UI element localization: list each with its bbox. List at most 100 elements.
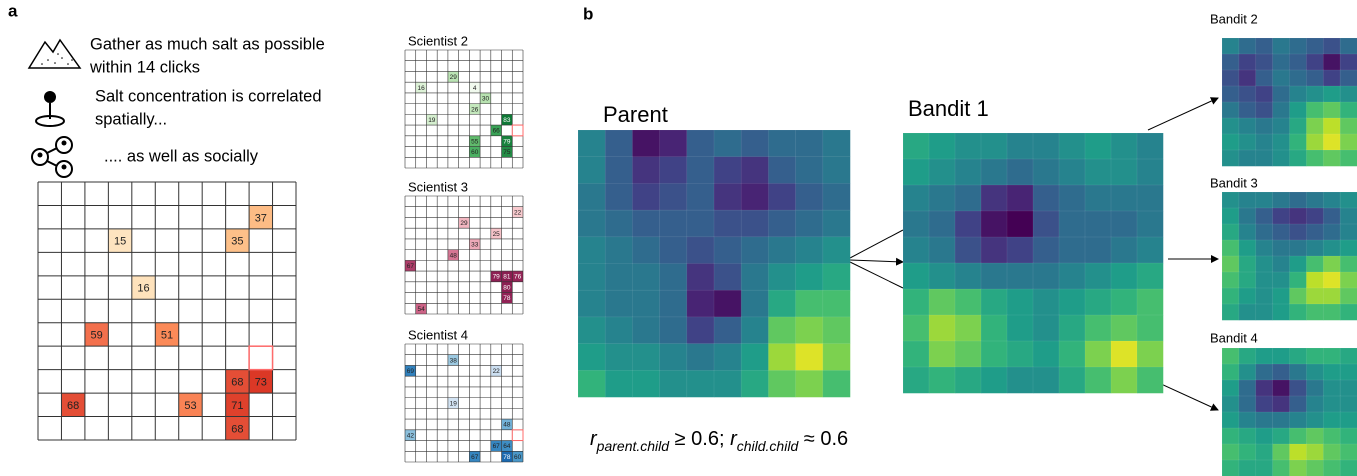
heatmap-cell bbox=[768, 183, 797, 211]
heatmap-cell bbox=[1322, 379, 1341, 397]
cell-value: 48 bbox=[503, 422, 511, 429]
heatmap-cell bbox=[1084, 158, 1112, 186]
social-icon bbox=[31, 136, 73, 178]
heatmap-cell bbox=[1032, 184, 1060, 212]
heatmap-cell bbox=[713, 316, 742, 345]
heatmap-cell bbox=[686, 156, 715, 184]
heatmap-cell bbox=[902, 314, 930, 342]
instruction-text: within 14 clicks bbox=[89, 58, 200, 76]
heatmap-cell bbox=[1006, 314, 1034, 342]
heatmap-cell bbox=[604, 289, 634, 318]
cell bbox=[501, 135, 513, 147]
heatmap-cell bbox=[902, 158, 930, 186]
cell-value: 80 bbox=[503, 284, 511, 291]
heatmap-cell bbox=[1272, 411, 1291, 429]
heatmap-cell bbox=[1110, 236, 1138, 264]
heatmap-cell bbox=[1238, 101, 1257, 119]
cell-value: 55 bbox=[471, 138, 479, 145]
heatmap-cell bbox=[1339, 347, 1357, 365]
heatmap-cell bbox=[980, 314, 1008, 342]
scientist-title: Scientist 4 bbox=[408, 327, 468, 342]
heatmap-cell bbox=[928, 340, 956, 368]
heatmap bbox=[1221, 347, 1357, 476]
heatmap-cell bbox=[1136, 184, 1164, 212]
cell bbox=[447, 397, 459, 409]
heatmap-cell bbox=[1289, 207, 1307, 225]
heatmap-cell bbox=[713, 183, 742, 211]
heatmap-cell bbox=[1322, 133, 1341, 151]
heatmap-cell bbox=[1136, 210, 1164, 238]
heatmap-cell bbox=[822, 263, 851, 291]
heatmap-cell bbox=[1110, 340, 1138, 368]
heatmap-cell bbox=[659, 156, 688, 184]
cell bbox=[501, 146, 513, 158]
formula-part: ≥ 0.6; bbox=[669, 428, 730, 450]
heatmap-cell bbox=[1306, 271, 1324, 289]
heatmap-cell bbox=[1306, 395, 1324, 413]
heatmap-cell bbox=[1058, 184, 1086, 212]
heatmap-cell bbox=[768, 289, 797, 318]
heatmap-cell bbox=[1084, 132, 1112, 160]
cell-value: 59 bbox=[91, 330, 103, 342]
heatmap-cell bbox=[1238, 85, 1257, 103]
heatmap-title: Bandit 3 bbox=[1210, 175, 1258, 190]
heatmap-cell bbox=[980, 184, 1008, 212]
heatmap-cell bbox=[1322, 347, 1341, 365]
cell-value: 78 bbox=[503, 295, 511, 302]
cell bbox=[501, 281, 513, 293]
heatmap-cell bbox=[795, 343, 824, 371]
heatmap-cell bbox=[980, 210, 1008, 238]
heatmap-cell bbox=[1289, 303, 1307, 321]
heatmap-cell bbox=[768, 369, 797, 398]
heatmap-cell bbox=[1272, 239, 1291, 257]
heatmap-cell bbox=[1238, 347, 1257, 365]
cell-value: 37 bbox=[255, 212, 267, 224]
cell bbox=[415, 82, 427, 93]
heatmap-cell bbox=[1306, 255, 1324, 273]
heatmap-cell bbox=[713, 236, 742, 265]
heatmap-cell bbox=[713, 289, 742, 318]
heatmap-cell bbox=[1255, 271, 1274, 289]
cell-value: 53 bbox=[184, 400, 196, 412]
heatmap-cell bbox=[1322, 207, 1341, 225]
heatmap-cell bbox=[740, 369, 770, 398]
cell bbox=[480, 92, 491, 104]
cell-value: 29 bbox=[460, 220, 468, 227]
heatmap-cell bbox=[1136, 262, 1164, 290]
heatmap-cell bbox=[1339, 149, 1357, 167]
cell bbox=[469, 146, 481, 158]
instruction-text: Salt concentration is correlated bbox=[95, 87, 322, 105]
heatmap-cell bbox=[1339, 379, 1357, 397]
heatmap-cell bbox=[1221, 53, 1240, 71]
heatmap-cell bbox=[1238, 443, 1257, 461]
heatmap-cell bbox=[632, 369, 661, 398]
heatmap-cell bbox=[822, 343, 851, 371]
heatmap-cell bbox=[1032, 158, 1060, 186]
heatmap-cell bbox=[768, 263, 797, 291]
cell-value: 60 bbox=[514, 454, 522, 461]
heatmap-cell bbox=[713, 156, 742, 184]
heatmap-cell bbox=[1058, 158, 1086, 186]
heatmap bbox=[1221, 37, 1357, 167]
heatmap-cell bbox=[1238, 427, 1257, 445]
correlation-formula: rparent.child ≥ 0.6; rchild.child ≈ 0.6 bbox=[590, 428, 848, 453]
heatmap-cell bbox=[1339, 363, 1357, 381]
heatmap-cell bbox=[954, 132, 982, 160]
heatmap-cell bbox=[1289, 287, 1307, 305]
heatmap-cell bbox=[954, 340, 982, 368]
heatmap-cell bbox=[1136, 314, 1164, 342]
heatmap-cell bbox=[902, 262, 930, 290]
heatmap-cell bbox=[980, 158, 1008, 186]
heatmap-cell bbox=[1306, 223, 1324, 241]
heatmap-cell bbox=[1272, 101, 1291, 119]
heatmap-cell bbox=[928, 132, 956, 160]
heatmap-cell bbox=[928, 158, 956, 186]
heatmap-cell bbox=[1006, 132, 1034, 160]
cell-value: 71 bbox=[231, 400, 243, 412]
heatmap-cell bbox=[1221, 443, 1240, 461]
cell bbox=[415, 303, 427, 314]
heatmap-cell bbox=[604, 183, 634, 211]
heatmap-cell bbox=[632, 316, 661, 345]
